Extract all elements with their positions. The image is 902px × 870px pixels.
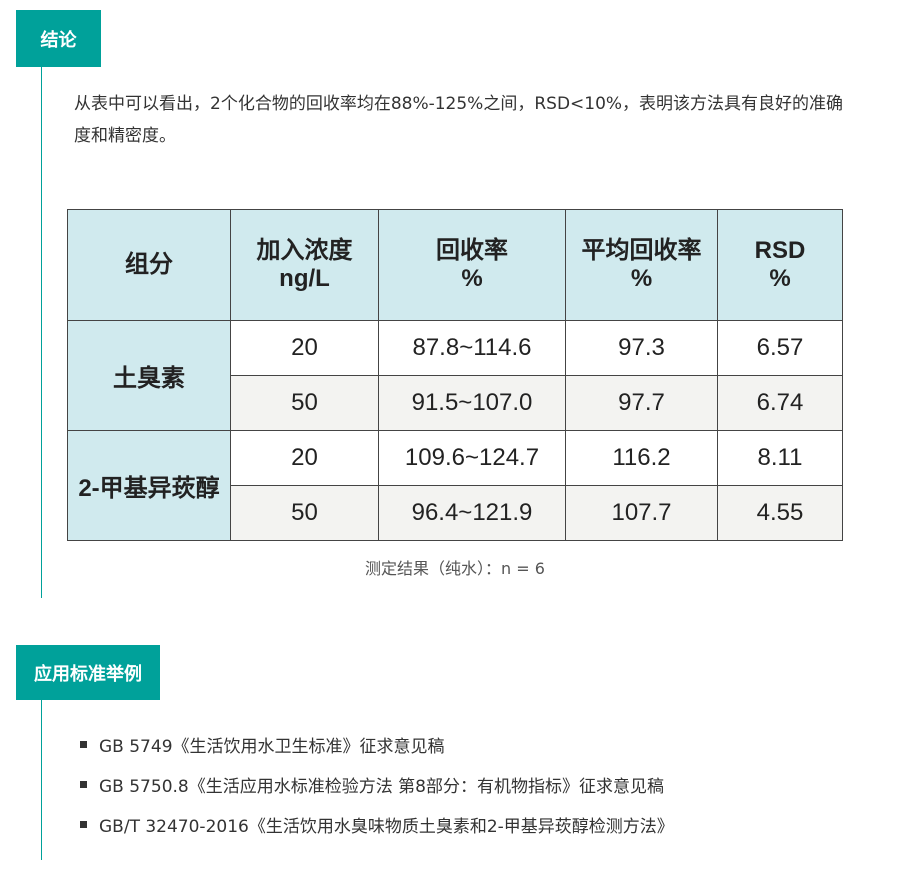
table-row: 土臭素 20 87.8~114.6 97.3 6.57 xyxy=(67,320,843,431)
table-cell: 116.2 xyxy=(565,430,718,486)
header-cell: 平均回收率 % xyxy=(565,209,718,321)
group-cell: 土臭素 xyxy=(67,320,231,431)
table-cell: 20 xyxy=(230,320,379,376)
bullet-icon xyxy=(80,780,87,788)
conclusion-text: 从表中可以看出，2个化合物的回收率均在88%-125%之间，RSD<10%，表明… xyxy=(74,94,844,146)
list-item-text: GB/T 32470-2016《生活饮用水臭味物质土臭素和2-甲基异莰醇检测方法… xyxy=(99,816,674,837)
list-item: GB 5750.8《生活应用水标准检验方法 第8部分：有机物指标》征求意见稿 xyxy=(80,764,674,804)
table-cell: 97.7 xyxy=(565,375,718,431)
table-cell: 107.7 xyxy=(565,485,718,541)
group-cell: 2-甲基异莰醇 xyxy=(67,430,231,541)
table-cell: 8.11 xyxy=(717,430,843,486)
section-line xyxy=(41,67,42,598)
table-cell: 50 xyxy=(230,375,379,431)
bullet-icon xyxy=(80,740,87,748)
header-cell: 回收率 % xyxy=(378,209,566,321)
section-title-standards: 应用标准举例 xyxy=(16,645,160,700)
list-item: GB/T 32470-2016《生活饮用水臭味物质土臭素和2-甲基异莰醇检测方法… xyxy=(80,804,674,844)
table-row: 50 96.4~121.9 107.7 4.55 xyxy=(68,485,843,541)
standards-list: GB 5749《生活饮用水卫生标准》征求意见稿 GB 5750.8《生活应用水标… xyxy=(80,724,674,844)
table-cell: 50 xyxy=(230,485,379,541)
table-row: 2-甲基异莰醇 20 109.6~124.7 116.2 8.11 xyxy=(67,430,843,541)
recovery-table: 组分 加入浓度 ng/L 回收率 % 平均回收率 % RSD % 土臭素 20 … xyxy=(67,209,843,541)
table-cell: 109.6~124.7 xyxy=(378,430,566,486)
section-title-conclusion: 结论 xyxy=(16,10,101,67)
table-cell: 87.8~114.6 xyxy=(378,320,566,376)
table-row: 50 91.5~107.0 97.7 6.74 xyxy=(68,375,843,431)
header-cell: 组分 xyxy=(67,209,231,321)
list-item-text: GB 5749《生活饮用水卫生标准》征求意见稿 xyxy=(99,736,445,757)
section-line xyxy=(41,700,42,860)
table-cell: 20 xyxy=(230,430,379,486)
header-cell: RSD % xyxy=(717,209,843,321)
table-cell: 97.3 xyxy=(565,320,718,376)
table-header: 组分 加入浓度 ng/L 回收率 % 平均回收率 % RSD % xyxy=(67,209,843,321)
list-item: GB 5749《生活饮用水卫生标准》征求意见稿 xyxy=(80,724,674,764)
table-cell: 96.4~121.9 xyxy=(378,485,566,541)
table-cell: 6.57 xyxy=(717,320,843,376)
table-cell: 4.55 xyxy=(717,485,843,541)
bullet-icon xyxy=(80,820,87,828)
list-item-text: GB 5750.8《生活应用水标准检验方法 第8部分：有机物指标》征求意见稿 xyxy=(99,776,664,797)
table-cell: 6.74 xyxy=(717,375,843,431)
table-caption: 测定结果（纯水）：n = 6 xyxy=(365,559,545,578)
header-cell: 加入浓度 ng/L xyxy=(230,209,379,321)
table-cell: 91.5~107.0 xyxy=(378,375,566,431)
